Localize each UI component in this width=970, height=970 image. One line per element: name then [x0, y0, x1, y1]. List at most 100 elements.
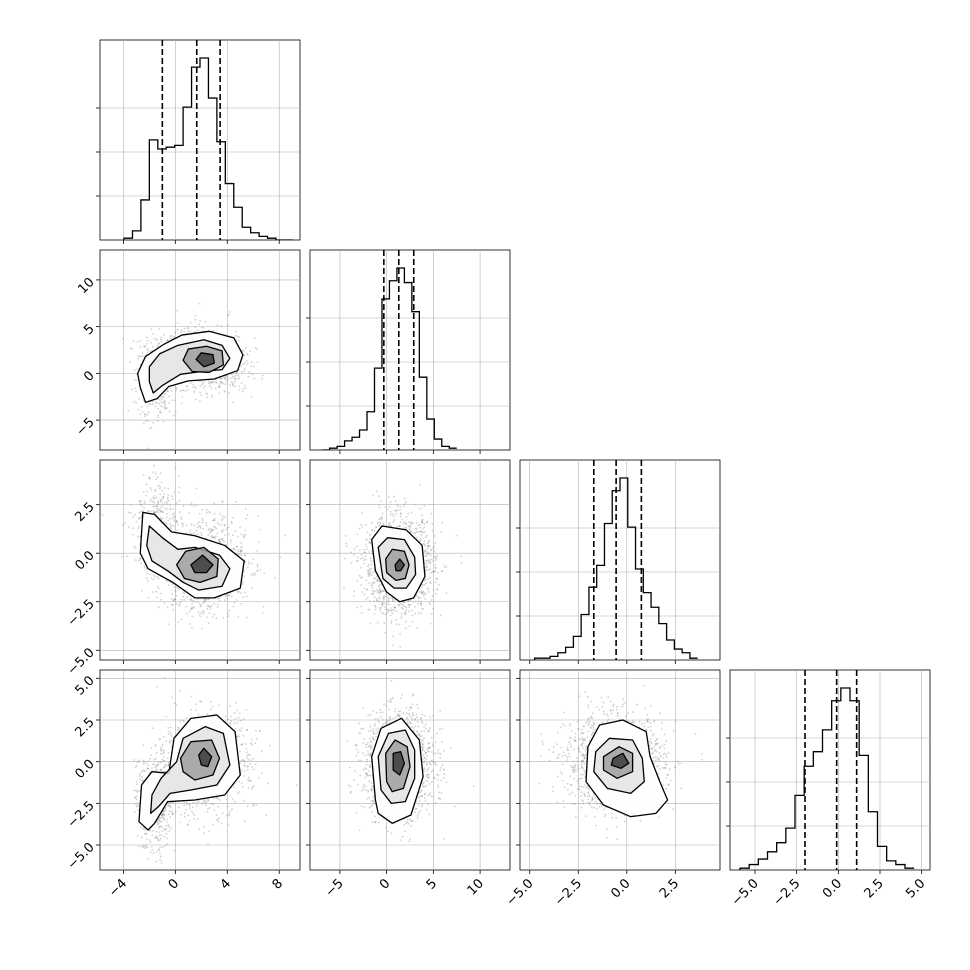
- scatter-point: [216, 532, 219, 535]
- scatter-point: [167, 390, 169, 393]
- scatter-group-1-2: [310, 460, 510, 660]
- scatter-point: [150, 341, 153, 344]
- scatter-point: [230, 381, 233, 383]
- scatter-point: [234, 530, 237, 532]
- scatter-point: [395, 512, 397, 515]
- scatter-point: [159, 592, 162, 595]
- scatter-point: [389, 524, 392, 526]
- scatter-point: [222, 528, 225, 531]
- scatter-point: [415, 521, 418, 524]
- scatter-point: [227, 392, 230, 395]
- scatter-point: [427, 542, 429, 545]
- scatter-point: [219, 377, 222, 380]
- scatter-point: [174, 598, 177, 601]
- scatter-point: [365, 589, 368, 591]
- scatter-point: [244, 529, 247, 532]
- scatter-point: [352, 594, 355, 597]
- scatter-point: [367, 565, 369, 568]
- scatter-point: [369, 534, 371, 536]
- scatter-point: [226, 379, 228, 382]
- scatter-point: [189, 321, 192, 324]
- scatter-point: [198, 400, 201, 402]
- scatter-point: [392, 515, 395, 518]
- scatter-point: [399, 633, 401, 636]
- scatter-point: [345, 542, 347, 545]
- scatter-point: [186, 595, 189, 598]
- scatter-point: [172, 599, 175, 602]
- scatter-point: [399, 515, 402, 518]
- scatter-point: [146, 413, 149, 416]
- scatter-point: [135, 401, 138, 404]
- scatter-point: [239, 550, 242, 552]
- scatter-point: [224, 523, 226, 526]
- scatter-point: [399, 521, 402, 524]
- scatter-point: [421, 607, 424, 610]
- scatter-point: [420, 534, 423, 536]
- scatter-point: [259, 568, 262, 571]
- scatter-point: [219, 541, 221, 544]
- scatter-point: [382, 597, 385, 600]
- scatter-point: [228, 594, 231, 597]
- scatter-point: [371, 586, 374, 589]
- scatter-point: [410, 531, 413, 534]
- scatter-point: [379, 591, 382, 593]
- scatter-point: [426, 560, 428, 562]
- scatter-point: [239, 592, 242, 595]
- scatter-point: [427, 541, 430, 543]
- scatter-point: [232, 605, 235, 608]
- scatter-point: [159, 396, 162, 398]
- scatter-point: [152, 500, 155, 503]
- scatter-point: [176, 621, 179, 623]
- scatter-point: [250, 562, 253, 565]
- scatter-point: [196, 526, 199, 529]
- scatter-point: [213, 502, 216, 505]
- scatter-point: [359, 523, 362, 526]
- scatter-point: [236, 550, 239, 553]
- scatter-point: [211, 616, 214, 619]
- scatter-point: [246, 513, 249, 516]
- scatter-point: [359, 549, 361, 552]
- scatter-point: [176, 309, 178, 312]
- scatter-point: [420, 591, 423, 594]
- scatter-point: [227, 594, 230, 597]
- scatter-point: [407, 603, 410, 606]
- scatter-point: [375, 590, 377, 593]
- scatter-point: [122, 337, 124, 340]
- scatter-point: [381, 603, 384, 606]
- scatter-point: [391, 599, 394, 602]
- scatter-point: [244, 387, 247, 390]
- scatter-point: [220, 380, 223, 383]
- scatter-point: [222, 517, 224, 520]
- scatter-point: [244, 384, 247, 387]
- scatter-point: [421, 592, 424, 595]
- scatter-point: [386, 608, 389, 611]
- scatter-point: [142, 490, 145, 493]
- scatter-point: [240, 554, 243, 557]
- scatter-point: [138, 511, 141, 514]
- histogram-group-1: [310, 250, 510, 450]
- scatter-point: [220, 381, 223, 384]
- scatter-point: [403, 601, 405, 604]
- scatter-point: [361, 525, 364, 528]
- scatter-point: [188, 532, 191, 535]
- scatter-point: [225, 528, 228, 531]
- scatter-point: [367, 569, 370, 572]
- scatter-point: [252, 365, 255, 368]
- scatter-point: [156, 585, 159, 588]
- scatter-point: [353, 548, 356, 551]
- scatter-point: [419, 526, 421, 529]
- scatter-point: [130, 504, 133, 506]
- scatter-point: [150, 488, 153, 491]
- scatter-point: [223, 377, 225, 380]
- scatter-point: [425, 566, 427, 569]
- scatter-point: [159, 485, 162, 488]
- scatter-point: [155, 338, 158, 340]
- scatter-point: [364, 543, 367, 546]
- scatter-point: [436, 577, 438, 580]
- scatter-point: [262, 605, 265, 608]
- scatter-point: [201, 326, 203, 328]
- scatter-point: [135, 520, 138, 523]
- density-contour: [190, 554, 214, 574]
- scatter-point: [434, 570, 436, 573]
- scatter-point: [214, 536, 216, 539]
